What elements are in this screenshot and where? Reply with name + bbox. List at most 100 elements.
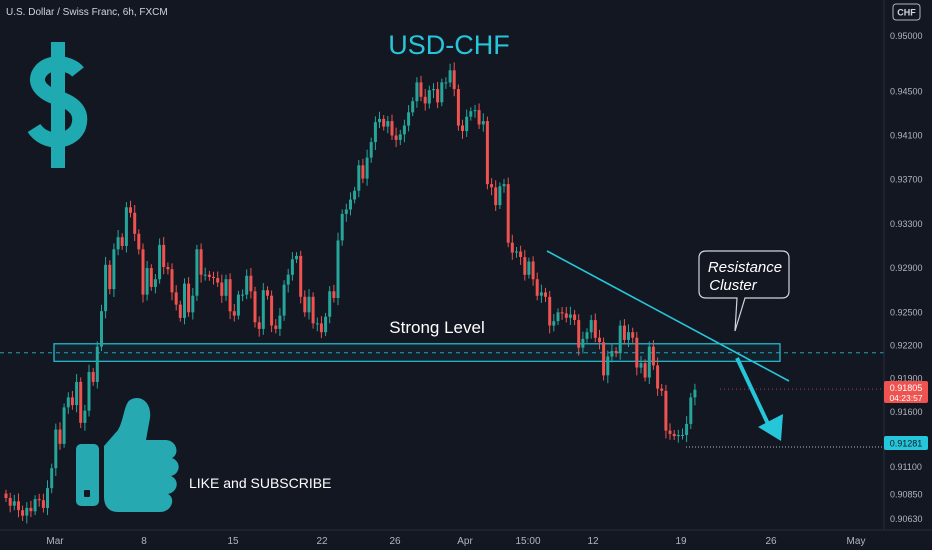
candle-body[interactable] <box>199 249 203 275</box>
candle-body[interactable] <box>643 363 647 378</box>
candle-body[interactable] <box>112 249 116 290</box>
candle-body[interactable] <box>83 410 87 423</box>
resistance-trendline[interactable] <box>546 250 790 382</box>
candle-body[interactable] <box>560 312 564 314</box>
candle-body[interactable] <box>324 316 328 333</box>
candle-body[interactable] <box>307 296 311 313</box>
candle-body[interactable] <box>548 296 552 326</box>
candle-body[interactable] <box>523 257 527 275</box>
candle-body[interactable] <box>647 346 651 378</box>
candle-body[interactable] <box>153 279 157 287</box>
candle-body[interactable] <box>535 279 539 296</box>
candle-body[interactable] <box>328 291 332 317</box>
candle-body[interactable] <box>423 96 427 104</box>
candle-body[interactable] <box>46 488 49 508</box>
candle-body[interactable] <box>91 372 95 382</box>
candle-body[interactable] <box>129 207 132 213</box>
candle-body[interactable] <box>452 70 456 90</box>
candle-body[interactable] <box>390 121 394 136</box>
candle-body[interactable] <box>573 314 577 321</box>
candle-body[interactable] <box>502 184 506 187</box>
candle-body[interactable] <box>79 381 83 423</box>
candle-body[interactable] <box>527 261 531 275</box>
candle-body[interactable] <box>58 429 62 444</box>
candle-body[interactable] <box>436 89 440 103</box>
candle-body[interactable] <box>651 346 655 366</box>
price-axis[interactable] <box>884 0 932 550</box>
candle-body[interactable] <box>21 510 25 516</box>
candle-body[interactable] <box>419 82 423 97</box>
candle-body[interactable] <box>236 294 240 316</box>
candle-body[interactable] <box>116 237 120 250</box>
candle-body[interactable] <box>602 342 606 376</box>
candle-body[interactable] <box>473 110 477 112</box>
candle-body[interactable] <box>174 292 178 305</box>
candle-body[interactable] <box>407 112 411 126</box>
candle-body[interactable] <box>494 187 498 206</box>
candle-body[interactable] <box>456 89 460 126</box>
candle-body[interactable] <box>415 82 419 102</box>
candle-body[interactable] <box>253 291 257 323</box>
candle-body[interactable] <box>656 365 660 389</box>
candle-body[interactable] <box>120 237 124 246</box>
candle-body[interactable] <box>290 259 294 275</box>
candle-body[interactable] <box>315 323 319 325</box>
candle-body[interactable] <box>104 264 108 312</box>
candle-body[interactable] <box>261 290 265 329</box>
candle-body[interactable] <box>556 312 560 322</box>
candle-body[interactable] <box>195 249 199 296</box>
candle-body[interactable] <box>465 116 469 132</box>
candle-body[interactable] <box>427 90 431 104</box>
candle-body[interactable] <box>17 501 20 511</box>
candle-body[interactable] <box>4 493 8 498</box>
candle-body[interactable] <box>685 423 689 435</box>
candle-body[interactable] <box>33 499 37 512</box>
candle-body[interactable] <box>365 157 369 179</box>
candle-body[interactable] <box>133 212 137 234</box>
candle-body[interactable] <box>477 110 481 125</box>
candle-body[interactable] <box>461 125 464 132</box>
candle-body[interactable] <box>481 121 485 125</box>
candle-body[interactable] <box>158 244 162 280</box>
candle-body[interactable] <box>432 89 435 91</box>
candle-body[interactable] <box>357 165 361 191</box>
candle-body[interactable] <box>340 213 344 241</box>
candle-body[interactable] <box>693 389 697 398</box>
candle-body[interactable] <box>266 290 269 296</box>
candle-body[interactable] <box>440 82 444 103</box>
x-ticks-group[interactable]: Mar 8 15 22 26 Apr 15:00 12 19 26 May <box>46 536 865 547</box>
candle-body[interactable] <box>598 337 601 343</box>
candle-body[interactable] <box>145 268 149 295</box>
candle-body[interactable] <box>510 242 514 253</box>
candle-body[interactable] <box>70 397 74 406</box>
candle-body[interactable] <box>299 255 303 297</box>
candle-body[interactable] <box>444 82 448 84</box>
candle-body[interactable] <box>361 165 365 179</box>
currency-badge[interactable] <box>892 3 921 21</box>
candle-body[interactable] <box>87 372 91 411</box>
candle-body[interactable] <box>349 199 352 210</box>
candle-body[interactable] <box>203 274 207 276</box>
candle-body[interactable] <box>228 279 232 312</box>
candle-body[interactable] <box>498 186 502 206</box>
candle-body[interactable] <box>257 322 261 329</box>
candle-body[interactable] <box>62 407 66 444</box>
candle-body[interactable] <box>490 184 494 188</box>
candle-body[interactable] <box>216 278 220 283</box>
candle-body[interactable] <box>627 332 630 340</box>
candle-body[interactable] <box>212 276 215 278</box>
candle-body[interactable] <box>108 264 112 290</box>
candle-body[interactable] <box>606 356 610 376</box>
candle-body[interactable] <box>170 269 174 293</box>
candle-body[interactable] <box>303 296 307 313</box>
candle-body[interactable] <box>344 209 348 214</box>
candle-body[interactable] <box>539 292 543 296</box>
candle-body[interactable] <box>577 320 581 348</box>
candle-body[interactable] <box>282 284 286 316</box>
candle-body[interactable] <box>622 325 626 340</box>
candle-body[interactable] <box>515 251 518 253</box>
candle-body[interactable] <box>689 397 693 424</box>
candle-body[interactable] <box>274 325 278 329</box>
candle-body[interactable] <box>66 397 70 408</box>
candle-body[interactable] <box>249 275 253 292</box>
